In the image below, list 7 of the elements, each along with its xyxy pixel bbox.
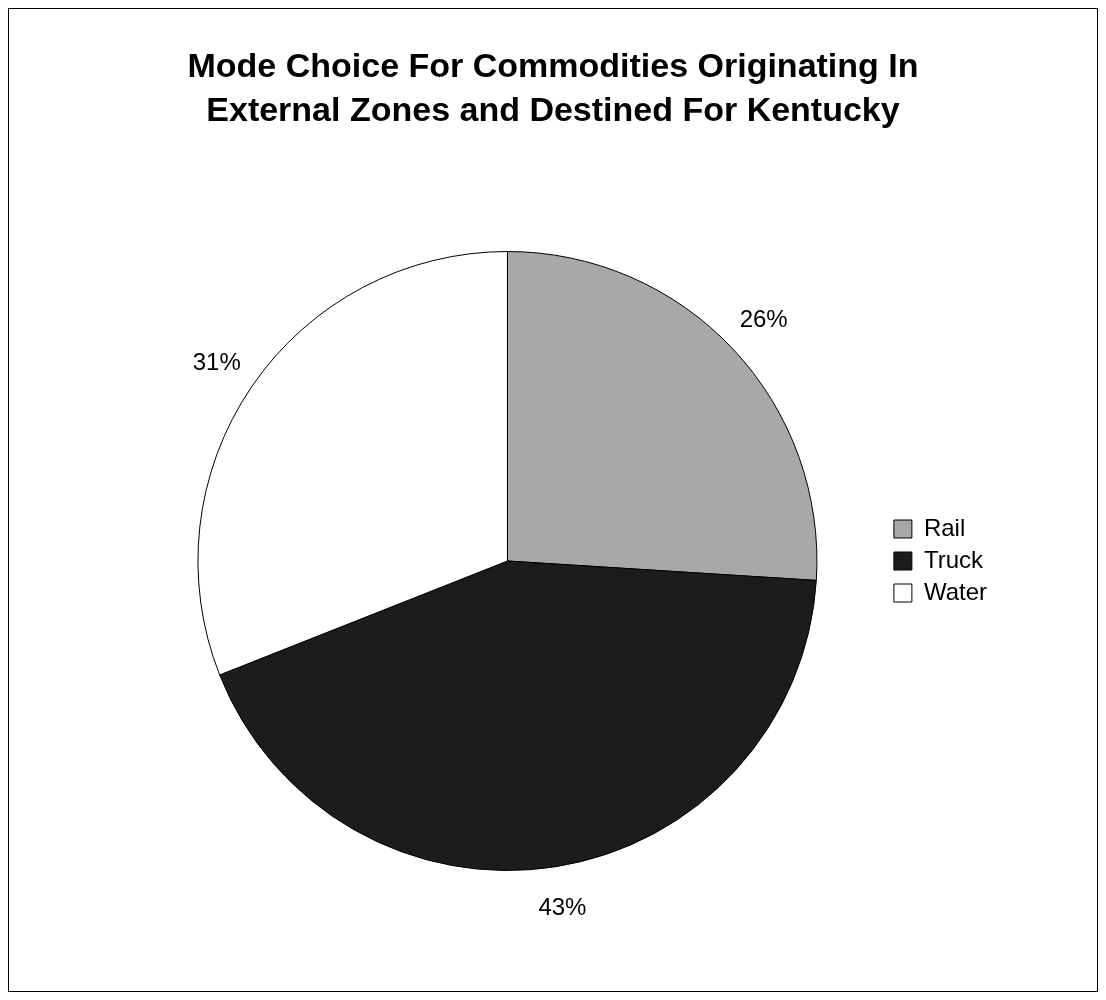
- data-label: 43%: [538, 892, 587, 920]
- data-label: 26%: [739, 305, 788, 333]
- chart-title: Mode Choice For Commodities Originating In External Zones and Destined For Kentucky: [186, 45, 920, 130]
- legend-label: Rail: [923, 513, 966, 541]
- legend-label: Truck: [923, 545, 984, 573]
- data-label: 31%: [192, 348, 241, 376]
- legend-label: Water: [923, 577, 988, 605]
